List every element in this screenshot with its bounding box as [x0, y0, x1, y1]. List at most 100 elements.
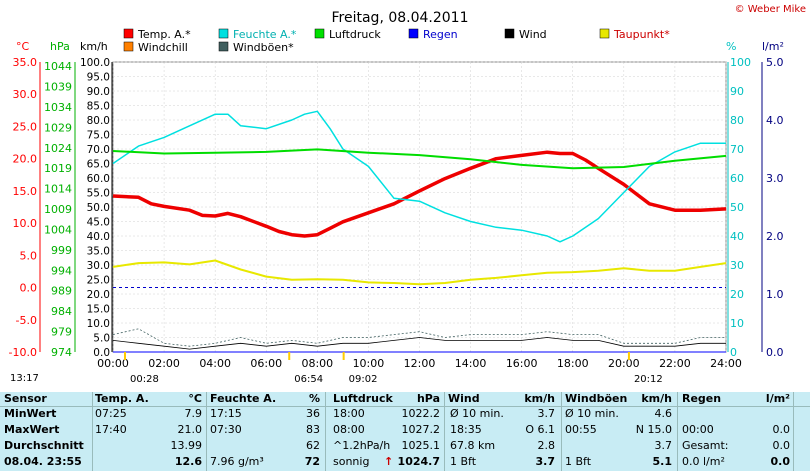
series-line [112, 328, 726, 347]
weather-chart: Freitag, 08.04.2011 © Weber Mike Temp. A… [9, 4, 806, 385]
table-cell: 00:55 [565, 423, 597, 436]
marker-label: 00:28 [130, 374, 159, 385]
table-cell: 83 [306, 423, 320, 436]
table-cell: 0.0 [772, 423, 791, 436]
table-cell: 3.7 [537, 407, 556, 420]
table-cell: ^1.2hPa/h [333, 439, 391, 452]
y-tick-label: 1034 [44, 101, 72, 114]
table-header-cell: Windböen [565, 392, 628, 405]
legend-swatch [408, 28, 419, 39]
table-cell: Ø 10 min. [450, 407, 504, 420]
y-tick-label: 30.0 [87, 260, 110, 272]
table-cell: 08:00 [333, 423, 365, 436]
y-tick-label: 10.0 [13, 217, 38, 230]
y-tick-label: 20.0 [87, 289, 110, 301]
table-cell: 1 Bft [565, 455, 592, 468]
y-tick-label: 1.0 [766, 288, 784, 301]
legend-label: Temp. A.* [137, 28, 191, 41]
table-cell: 1025.1 [401, 439, 441, 452]
y-tick-label: 10 [730, 317, 744, 330]
table-cell: 0.0 [772, 439, 791, 452]
legend-swatch [218, 41, 229, 52]
y-tick-label: 974 [51, 346, 72, 359]
pressure-trend-arrow: ↑ [384, 455, 394, 468]
plot-area [112, 110, 727, 353]
y-tick-label: 20.0 [13, 153, 38, 166]
table-cell: 12.6 [174, 455, 202, 468]
table-cell: 5.1 [652, 455, 673, 468]
y-tick-label: 15.0 [87, 304, 110, 316]
y-tick-label: 5.0 [20, 249, 38, 262]
axis-unit: % [726, 40, 736, 53]
table-header-cell: Temp. A. [95, 392, 149, 405]
table-cell: 1024.7 [397, 455, 440, 468]
axis-unit: km/h [80, 40, 108, 53]
table-cell: 36 [306, 407, 320, 420]
y-tick-label: 35.0 [13, 56, 38, 69]
table-row-label: MinWert [4, 407, 57, 420]
series-line [112, 150, 727, 238]
table-cell: 7.9 [184, 407, 203, 420]
x-tick-label: 12:00 [404, 357, 436, 370]
y-tick-label: 100 [730, 56, 751, 69]
axes: 00:00 02:00 04:00 06:00 08:00 10:00 12:00 14:00… [9, 40, 784, 370]
y-tick-label: 35.0 [87, 246, 110, 258]
x-tick-label: 18:00 [557, 357, 589, 370]
y-tick-label: 1029 [44, 121, 72, 134]
table-header-cell: Luftdruck [333, 392, 393, 405]
y-tick-label: 30 [730, 259, 744, 272]
y-tick-label: 60 [730, 172, 744, 185]
x-tick-label: 08:00 [301, 357, 333, 370]
y-tick-label: 50 [730, 201, 744, 214]
table-cell: 17:40 [95, 423, 127, 436]
table-cell: 13.99 [170, 439, 203, 452]
table-cell: 17:15 [210, 407, 242, 420]
table-cell: 4.6 [654, 407, 673, 420]
x-tick-label: 00:00 [97, 357, 129, 370]
marker-label: 09:02 [349, 374, 378, 385]
y-tick-label: 5.0 [766, 56, 784, 69]
series-line [112, 148, 727, 170]
chart-credit: © Weber Mike [735, 4, 806, 15]
axis-unit: °C [16, 40, 30, 53]
y-tick-label: 1044 [44, 60, 72, 73]
table-header-cell: km/h [641, 392, 672, 405]
table-cell: N 15.0 [635, 423, 672, 436]
table-cell: 72 [304, 455, 320, 468]
y-tick-label: 65.0 [87, 159, 110, 171]
table-cell: Ø 10 min. [565, 407, 619, 420]
y-tick-label: 60.0 [87, 173, 110, 185]
table-header-cell: km/h [524, 392, 555, 405]
y-tick-label: 70.0 [87, 144, 110, 156]
chart-title: Freitag, 08.04.2011 [332, 10, 469, 26]
table-row-label: Durchschnitt [4, 439, 84, 452]
y-tick-label: 0.0 [20, 282, 38, 295]
legend-swatch [599, 28, 610, 39]
y-tick-label: 20 [730, 288, 744, 301]
y-tick-label: 4.0 [766, 114, 784, 127]
y-tick-label: 90.0 [87, 86, 110, 98]
table-row-label: MaxWert [4, 423, 60, 436]
table-cell: O 6.1 [525, 423, 555, 436]
x-tick-label: 06:00 [250, 357, 282, 370]
y-tick-label: 0.0 [766, 346, 784, 359]
series-line [112, 110, 726, 243]
table-cell: 18:00 [333, 407, 365, 420]
x-tick-label: 22:00 [659, 357, 691, 370]
x-tick-label: 20:00 [608, 357, 640, 370]
legend-label: Wind [519, 28, 547, 41]
y-tick-label: 3.0 [766, 172, 784, 185]
y-tick-label: 80.0 [87, 115, 110, 127]
y-tick-label: 50.0 [87, 202, 110, 214]
table-cell: 2.8 [537, 439, 556, 452]
y-tick-label: 984 [51, 305, 72, 318]
y-tick-label: 100.0 [80, 57, 110, 69]
stats-header [0, 392, 810, 407]
table-cell: 07:30 [210, 423, 242, 436]
y-tick-label: 0.0 [93, 347, 110, 359]
y-tick-label: 2.0 [766, 230, 784, 243]
legend-swatch [123, 41, 134, 52]
axis-unit: hPa [50, 40, 70, 53]
y-tick-label: 70 [730, 143, 744, 156]
y-tick-label: 994 [51, 264, 72, 277]
